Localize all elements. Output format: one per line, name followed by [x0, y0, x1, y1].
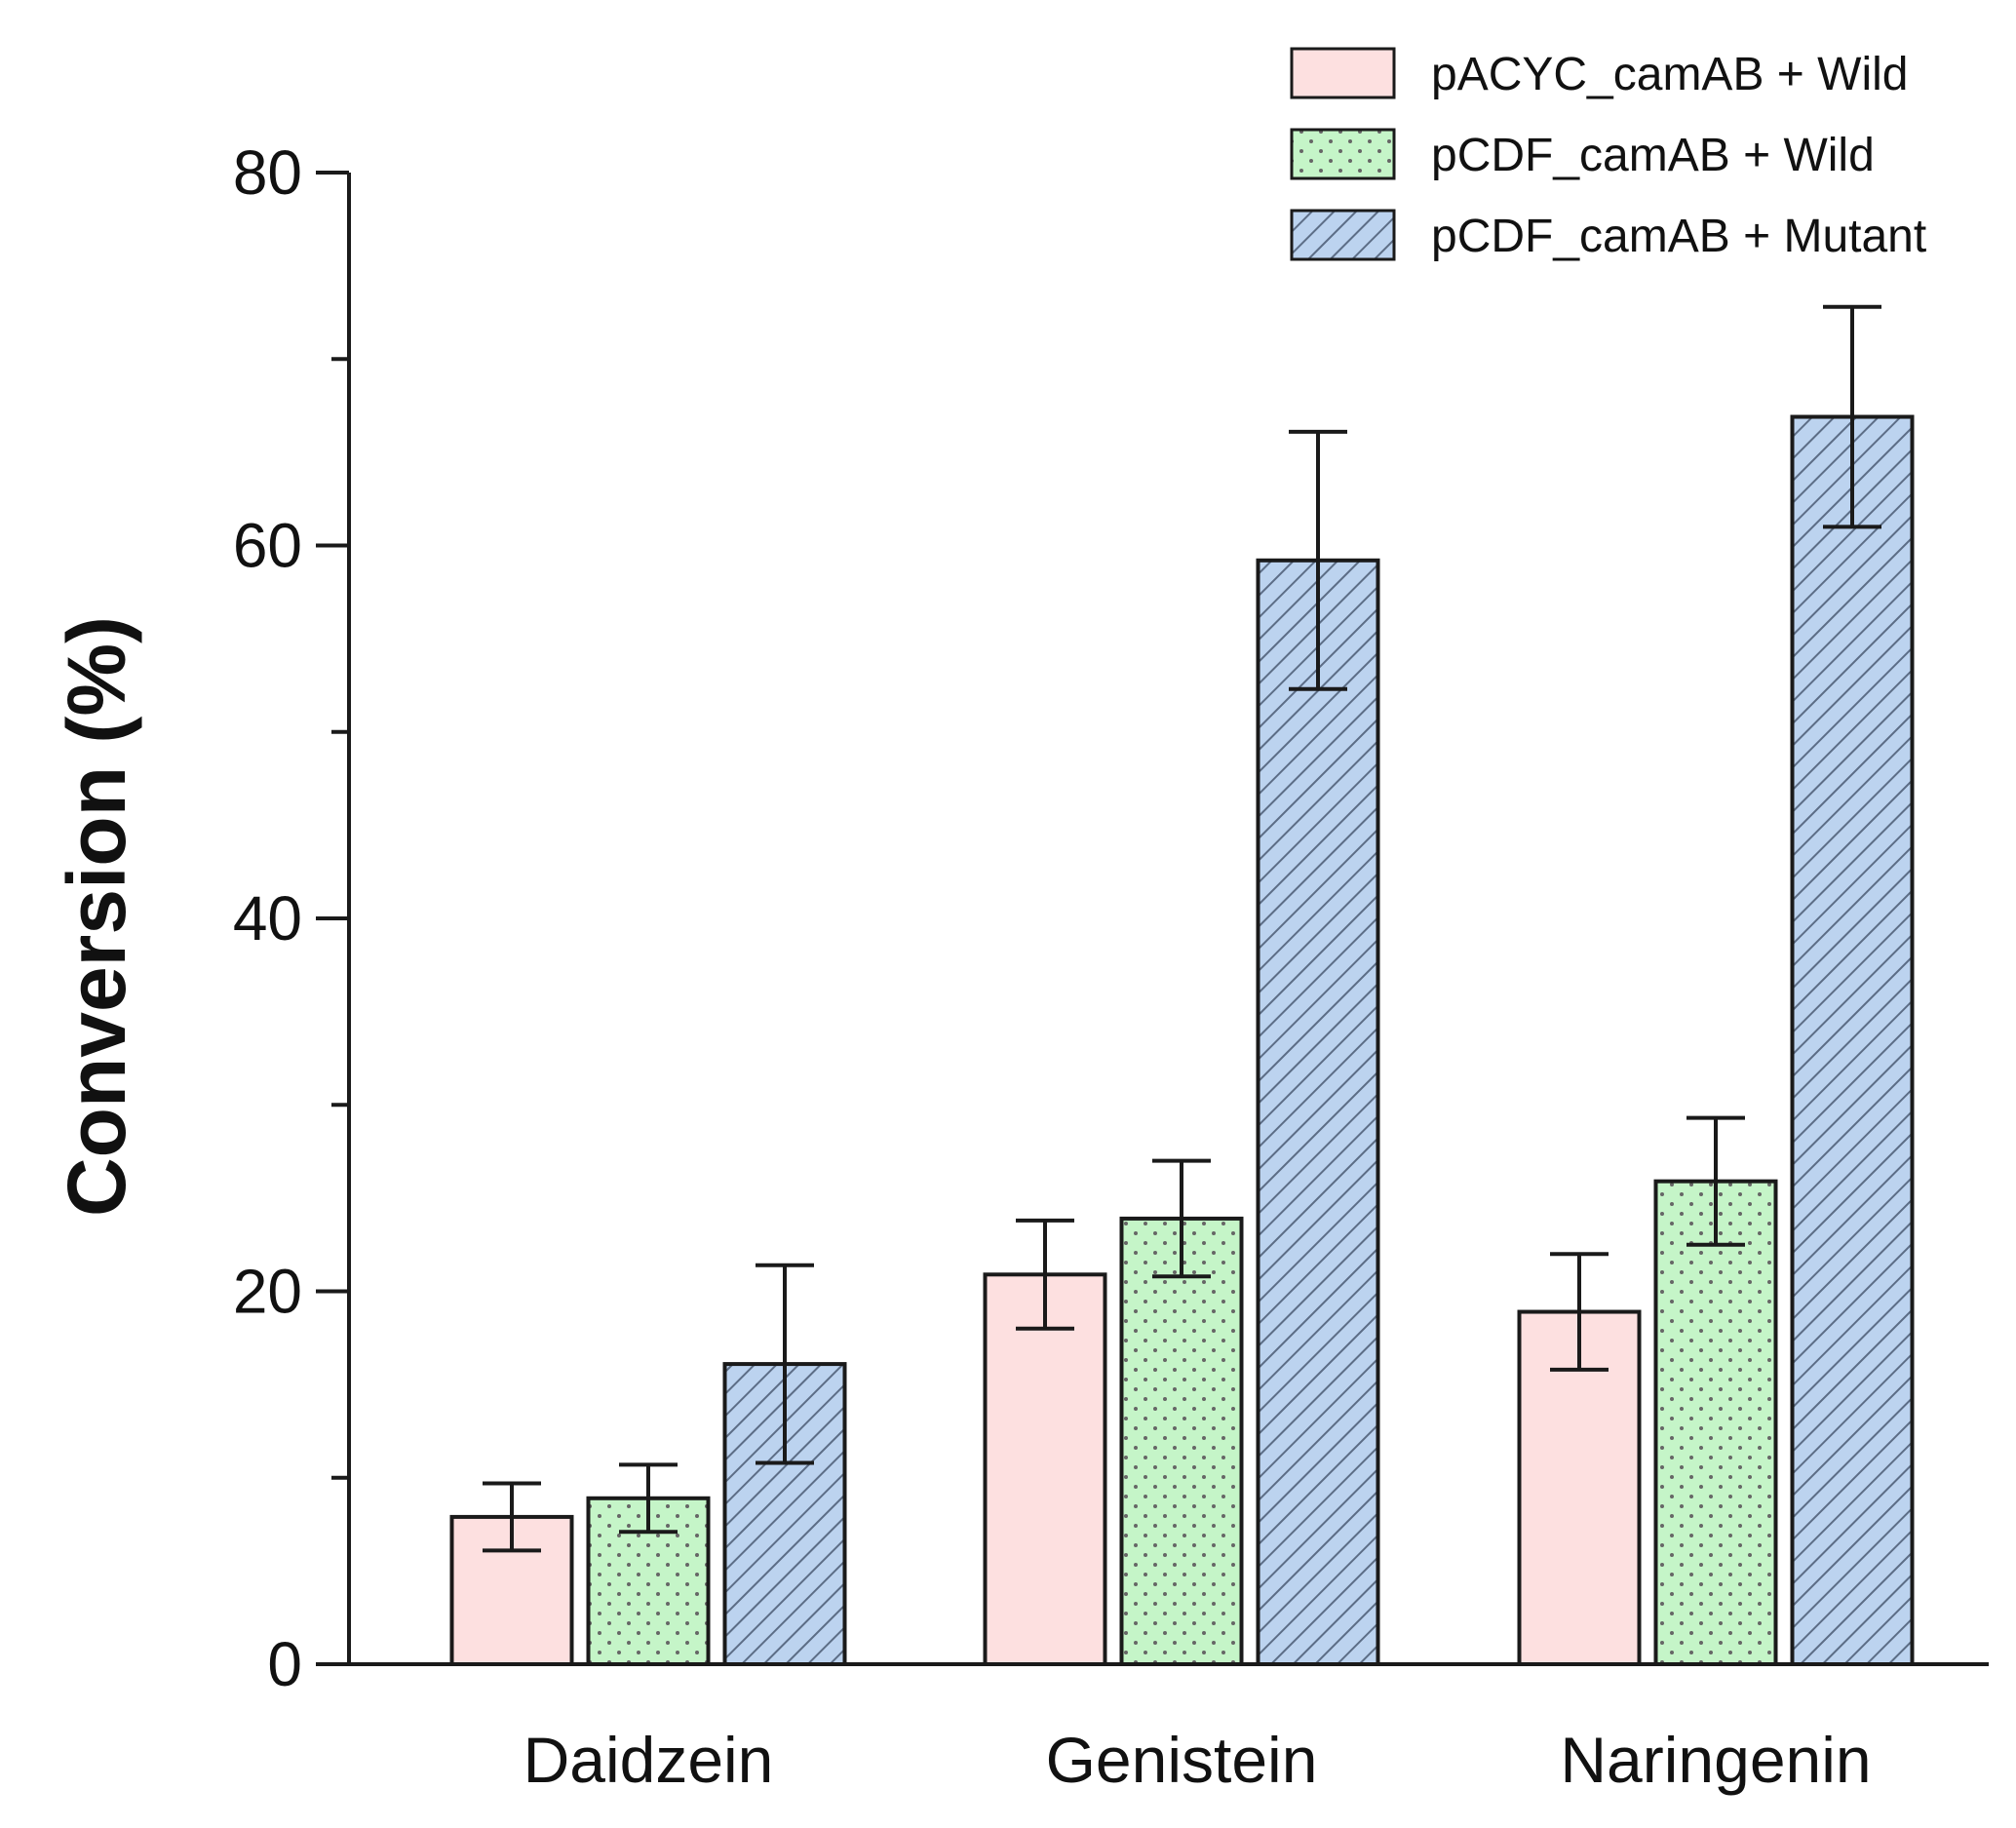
legend-swatch-2	[1290, 128, 1396, 180]
y-tick-label: 60	[233, 511, 302, 581]
y-axis-label: Conversion (%)	[51, 616, 142, 1217]
axes: 0 20 40 60 80 Conversion (%) Daidzein Genistein…	[51, 137, 1989, 1796]
bar-naringenin-series-2	[1653, 1179, 1778, 1666]
bar-naringenin-series-3	[1790, 414, 1915, 1667]
error-bars	[483, 304, 1881, 1553]
bars	[449, 414, 1915, 1667]
legend-swatch-1	[1290, 47, 1396, 99]
bar-genistein-series-3	[1256, 558, 1380, 1666]
y-tick-label: 20	[233, 1257, 302, 1327]
legend-label-2: pCDF_camAB + Wild	[1431, 130, 1875, 181]
y-tick-label: 40	[233, 883, 302, 953]
x-category-label: Genistein	[1046, 1724, 1318, 1796]
bar-genistein-series-2	[1119, 1216, 1244, 1666]
x-category-label: Daidzein	[523, 1724, 774, 1796]
legend: pACYC_camAB + Wild pCDF_camAB + Wild pCDF_…	[1290, 47, 1926, 262]
legend-swatch-3	[1290, 209, 1396, 261]
legend-label-1: pACYC_camAB + Wild	[1431, 49, 1909, 100]
legend-label-3: pCDF_camAB + Mutant	[1431, 211, 1926, 262]
y-tick-label: 80	[233, 137, 302, 208]
y-tick-label: 0	[267, 1629, 302, 1699]
x-category-label: Naringenin	[1560, 1724, 1871, 1796]
bar-genistein-series-1	[983, 1272, 1107, 1666]
